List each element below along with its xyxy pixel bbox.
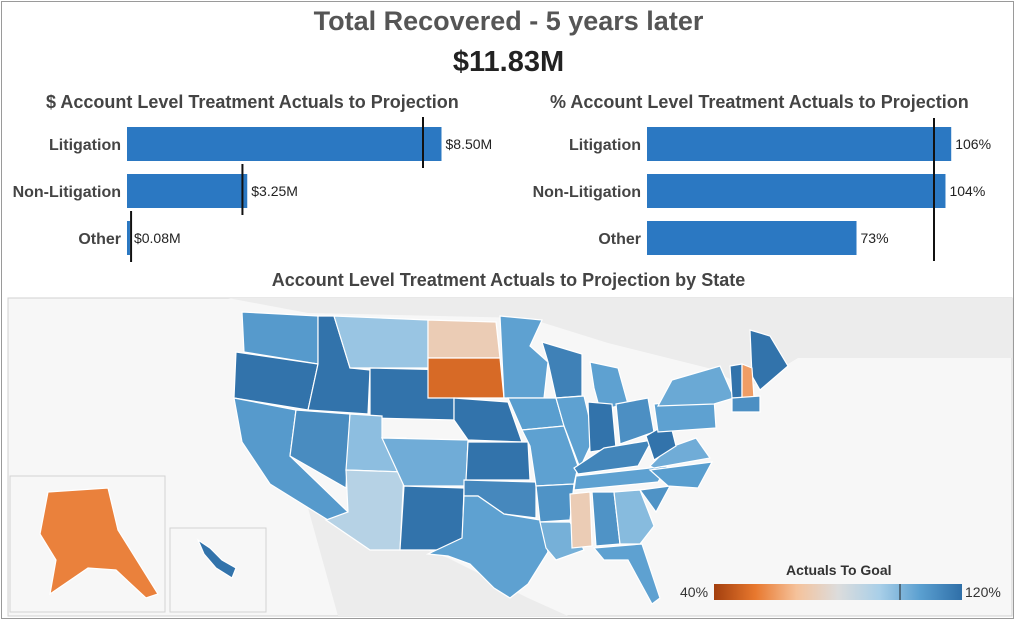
legend-title: Actuals To Goal [786,562,892,578]
bar[interactable] [647,174,946,208]
bar[interactable] [647,127,952,161]
category-label: Non-Litigation [13,184,121,201]
value-label: 104% [949,183,985,199]
state-nh[interactable] [741,363,755,399]
state-ne[interactable] [453,397,523,443]
value-label: 73% [861,230,889,246]
state-nv[interactable] [289,409,351,490]
category-label: Litigation [49,137,121,154]
state-nd[interactable] [427,319,501,359]
state-mt[interactable] [333,315,429,369]
state-nm[interactable] [399,485,465,551]
category-label: Litigation [569,137,641,154]
category-label: Non-Litigation [533,184,641,201]
category-label: Other [598,231,641,248]
legend-max-label: 120% [965,584,1001,600]
state-tx[interactable] [425,495,549,599]
state-sd[interactable] [427,357,505,399]
state-ny[interactable] [656,365,735,407]
bar[interactable] [127,174,248,208]
state-fl[interactable] [592,543,661,605]
alaska-inset-frame [9,475,166,613]
legend-gradient [714,584,962,600]
value-label: $0.08M [134,230,181,246]
legend-min-label: 40% [680,584,709,600]
canada-land [228,298,1012,388]
state-ms[interactable] [569,491,593,549]
map-title: Account Level Treatment Actuals to Proje… [271,270,746,290]
dollar-chart-title: $ Account Level Treatment Actuals to Pro… [46,92,459,112]
state-ga[interactable] [613,489,655,545]
state-ks[interactable] [465,441,531,481]
bar[interactable] [127,221,130,255]
dollar-bar-chart: Litigation $8.50M Non-Litigation $3.25M Othe… [13,117,493,262]
bar[interactable] [647,221,857,255]
percent-bar-chart: Litigation 106% Non-Litigation 104% Other 73% [533,118,991,261]
state-ak[interactable] [39,487,159,599]
state-vt[interactable] [729,363,743,399]
dashboard-title: Total Recovered - 5 years later [313,6,704,36]
color-legend [714,584,962,600]
state-nc[interactable] [648,461,714,489]
state-mi[interactable] [589,361,629,411]
hawaii-inset-frame [169,527,267,613]
state-sc[interactable] [638,485,672,514]
value-label: 106% [955,136,991,152]
total-recovered-value: $11.83M [452,46,565,78]
state-ar[interactable] [535,483,575,523]
category-label: Other [78,231,121,248]
percent-chart-title: % Account Level Treatment Actuals to Pro… [550,92,969,112]
state-hi[interactable] [196,538,237,579]
value-label: $8.50M [446,136,493,152]
state-in[interactable] [587,401,617,453]
state-ma[interactable] [731,395,761,413]
bar[interactable] [127,127,442,161]
state-il[interactable] [555,395,595,470]
state-map[interactable] [7,297,1013,617]
value-label: $3.25M [251,183,298,199]
